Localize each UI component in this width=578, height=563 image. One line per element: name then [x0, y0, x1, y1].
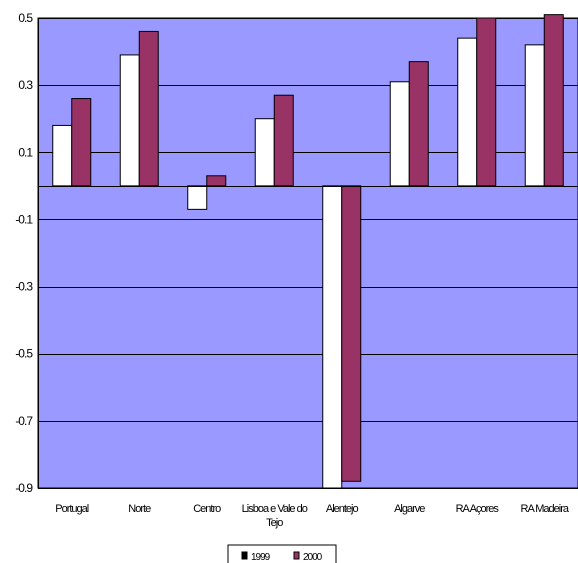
x-category-label: Lisboa e Vale do Tejo [242, 503, 308, 529]
bar-1999-norte [119, 54, 140, 187]
x-category-labels: Portugal Norte Centro Lisboa e Vale do Tejo A… [55, 503, 571, 529]
plot-area [37, 17, 578, 489]
y-tick-label: 0.5 [18, 11, 33, 25]
bar-2000-ra-madeira [543, 14, 564, 187]
legend-label-2000: 2000 [303, 552, 323, 563]
legend-box [227, 544, 337, 563]
bar-1999-portugal [52, 124, 73, 187]
x-category-label: Centro [193, 503, 221, 515]
bar-2000-centro [206, 175, 227, 187]
bar-1999-centro [187, 185, 208, 210]
x-category-label: Norte [128, 503, 151, 515]
bar-1999-ra-a-ores [457, 37, 478, 187]
bar-2000-algarve [408, 61, 429, 187]
y-tick-label: -0.1 [15, 212, 33, 226]
legend-label-1999: 1999 [251, 552, 271, 563]
y-tick-label: -0.5 [15, 347, 33, 361]
legend: 1999 2000 [227, 544, 337, 563]
y-tick-label: 0.3 [18, 78, 33, 92]
y-tick-label: -0.7 [15, 414, 33, 428]
bar-1999-ra-madeira [524, 44, 545, 187]
legend-swatch-1999 [241, 551, 248, 560]
x-category-label: Alentejo [326, 503, 359, 515]
bar-1999-lisboa-e-vale-do-tejo [254, 118, 275, 187]
x-category-label: RA Açores [456, 503, 500, 515]
y-tick-label: 0.1 [18, 145, 33, 159]
bar-2000-portugal [71, 98, 92, 187]
y-tick-label: -0.9 [15, 481, 33, 495]
y-tick-labels: 0.5 0.3 0.1 -0.1 -0.3 -0.5 -0.7 -0.9 [15, 11, 34, 495]
bar-2000-ra-a-ores [476, 17, 497, 187]
x-category-label: RA Madeira [521, 503, 570, 515]
bar-2000-norte [138, 30, 159, 187]
bar-1999-alentejo [322, 185, 343, 489]
bar-1999-algarve [389, 81, 410, 187]
bar-2000-lisboa-e-vale-do-tejo [273, 94, 294, 187]
x-category-label: Algarve [394, 503, 425, 515]
y-tick-label: -0.3 [15, 280, 33, 294]
legend-swatch-2000 [293, 551, 300, 560]
bars [52, 14, 564, 489]
bar-2000-alentejo [341, 185, 362, 482]
x-category-label: Portugal [55, 503, 89, 515]
